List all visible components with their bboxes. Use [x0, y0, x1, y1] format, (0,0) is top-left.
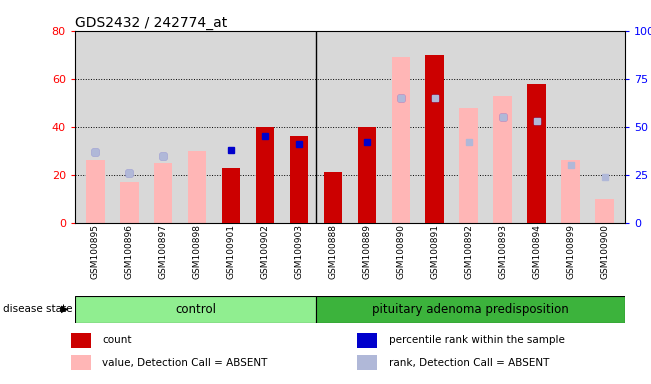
Text: GSM100902: GSM100902: [260, 224, 270, 279]
Text: GSM100901: GSM100901: [227, 224, 236, 279]
Text: pituitary adenoma predisposition: pituitary adenoma predisposition: [372, 303, 569, 316]
Text: GSM100892: GSM100892: [464, 224, 473, 279]
Text: GSM100889: GSM100889: [363, 224, 371, 279]
Text: GSM100893: GSM100893: [498, 224, 507, 279]
Bar: [357, 127, 376, 223]
Text: GSM100900: GSM100900: [600, 224, 609, 279]
Bar: [357, 355, 378, 370]
Text: percentile rank within the sample: percentile rank within the sample: [389, 335, 564, 345]
Bar: [561, 161, 580, 223]
Bar: [426, 55, 444, 223]
Text: GSM100896: GSM100896: [125, 224, 133, 279]
Bar: [75, 296, 316, 323]
Bar: [391, 57, 410, 223]
Text: GSM100903: GSM100903: [294, 224, 303, 279]
Text: GSM100899: GSM100899: [566, 224, 575, 279]
Text: value, Detection Call = ABSENT: value, Detection Call = ABSENT: [102, 358, 268, 368]
Text: rank, Detection Call = ABSENT: rank, Detection Call = ABSENT: [389, 358, 549, 368]
Text: GSM100891: GSM100891: [430, 224, 439, 279]
Bar: [460, 108, 478, 223]
Text: disease state: disease state: [3, 304, 73, 314]
Text: GSM100895: GSM100895: [90, 224, 100, 279]
Text: GSM100897: GSM100897: [159, 224, 168, 279]
Text: GSM100890: GSM100890: [396, 224, 406, 279]
Bar: [256, 127, 274, 223]
Bar: [71, 355, 91, 370]
Bar: [357, 333, 378, 348]
Text: count: count: [102, 335, 132, 345]
Text: ▶: ▶: [61, 304, 68, 314]
Text: GSM100898: GSM100898: [193, 224, 202, 279]
Bar: [527, 84, 546, 223]
Bar: [222, 167, 240, 223]
Bar: [154, 163, 173, 223]
Text: GSM100894: GSM100894: [532, 224, 541, 279]
Text: GSM100888: GSM100888: [329, 224, 337, 279]
Bar: [595, 199, 614, 223]
Bar: [290, 136, 309, 223]
Text: GDS2432 / 242774_at: GDS2432 / 242774_at: [75, 16, 227, 30]
Bar: [324, 172, 342, 223]
Bar: [71, 333, 91, 348]
Bar: [120, 182, 139, 223]
Bar: [86, 161, 105, 223]
Bar: [187, 151, 206, 223]
Bar: [316, 296, 625, 323]
Bar: [493, 96, 512, 223]
Text: control: control: [175, 303, 216, 316]
